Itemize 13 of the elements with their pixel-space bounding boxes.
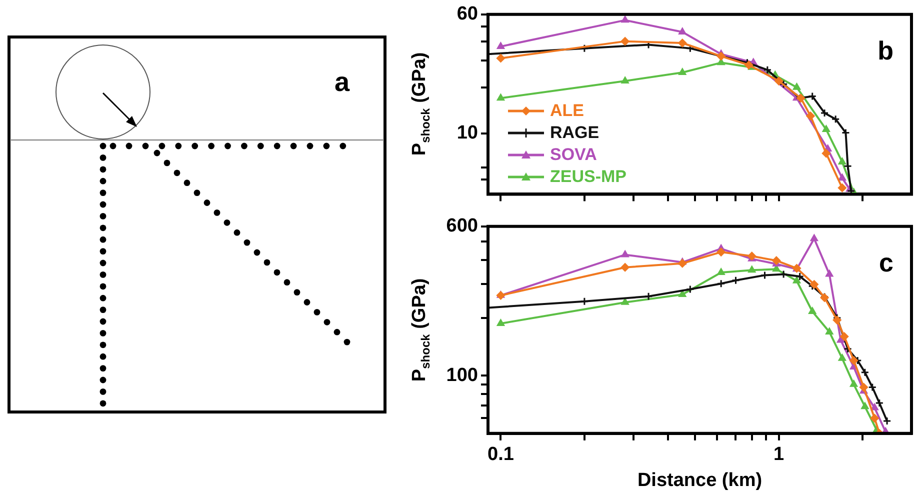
- y-tick-label: 100: [446, 364, 478, 386]
- x-tick-label: 0.1: [488, 444, 514, 466]
- annotation: b: [878, 36, 894, 66]
- legend-label: SOVA: [550, 144, 597, 166]
- legend-label: RAGE: [550, 122, 600, 144]
- legend-label: ALE: [550, 100, 584, 122]
- x-axis-title: Distance (km): [637, 470, 762, 491]
- x-tick-label: 1: [774, 444, 785, 466]
- y-tick-label: 600: [446, 216, 478, 237]
- y-tick-label: 60: [456, 4, 478, 25]
- legend-label: ZEUS-MP: [550, 166, 626, 188]
- y-tick-label: 10: [456, 122, 478, 144]
- annotation: c: [879, 248, 894, 278]
